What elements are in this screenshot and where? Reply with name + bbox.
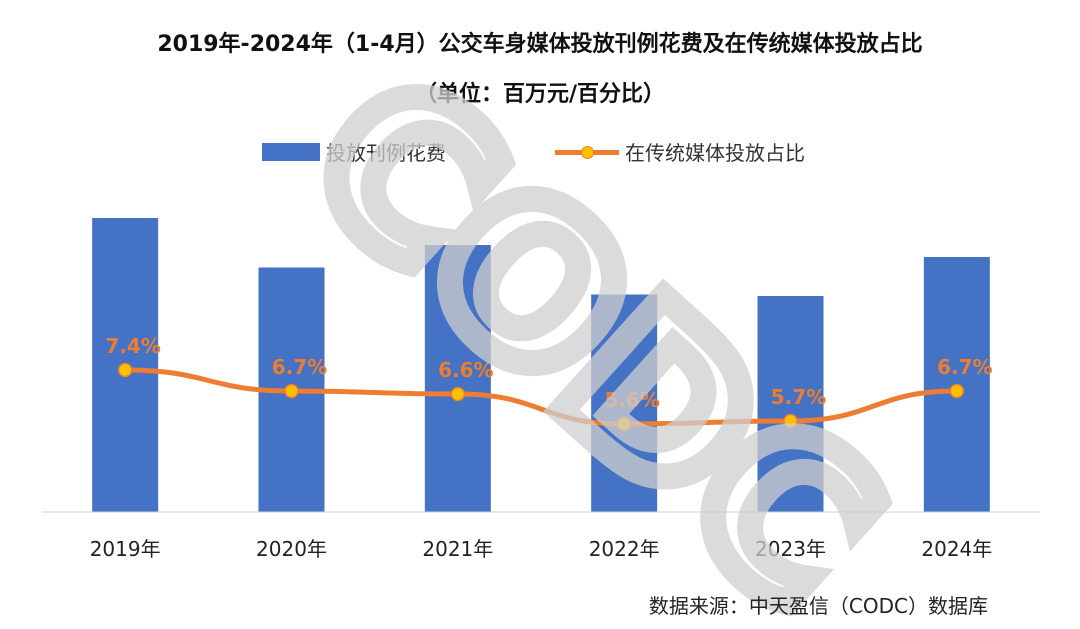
ratio-marker-2 — [450, 386, 466, 402]
legend: 投放刊例花费 在传统媒体投放占比 — [0, 137, 1080, 167]
ratio-marker-3 — [616, 416, 632, 432]
data-source: 数据来源：中天盈信（CODC）数据库 — [648, 594, 988, 618]
ratio-marker-4 — [783, 413, 798, 429]
x-tick-label-0: 2019年 — [90, 537, 161, 561]
bar-3 — [591, 294, 658, 512]
legend-swatch-bar — [262, 142, 320, 161]
ratio-label-2: 6.6% — [438, 358, 493, 382]
ratio-marker-1 — [284, 383, 299, 399]
bar-4 — [757, 296, 824, 512]
x-tick-label-5: 2024年 — [921, 537, 992, 561]
x-tick-label-2: 2021年 — [422, 537, 493, 561]
legend-item-line: 在传统媒体投放占比 — [555, 137, 805, 166]
chart-subtitle: （单位：百万元/百分比） — [414, 82, 666, 107]
x-tick-label-4: 2023年 — [755, 537, 826, 561]
x-tick-label-3: 2022年 — [589, 537, 660, 561]
ratio-marker-0 — [117, 362, 133, 378]
legend-item-bar: 投放刊例花费 — [262, 137, 446, 166]
ratio-label-0: 7.4% — [105, 334, 160, 358]
x-tick-label-1: 2020年 — [256, 537, 327, 561]
legend-label-line: 在传统媒体投放占比 — [625, 141, 805, 165]
ratio-line — [122, 367, 960, 427]
legend-label-bar: 投放刊例花费 — [326, 141, 446, 165]
ratio-label-3: 5.6% — [604, 388, 659, 412]
ratio-label-1: 6.7% — [272, 355, 327, 379]
ratio-label-5: 6.7% — [937, 355, 992, 379]
chart-title: 2019年-2024年（1-4月）公交车身媒体投放刊例花费及在传统媒体投放占比 — [157, 32, 923, 57]
bar-2 — [424, 245, 491, 512]
legend-swatch-line — [555, 143, 619, 161]
ratio-marker-5 — [949, 383, 965, 399]
ratio-label-4: 5.7% — [771, 385, 826, 409]
